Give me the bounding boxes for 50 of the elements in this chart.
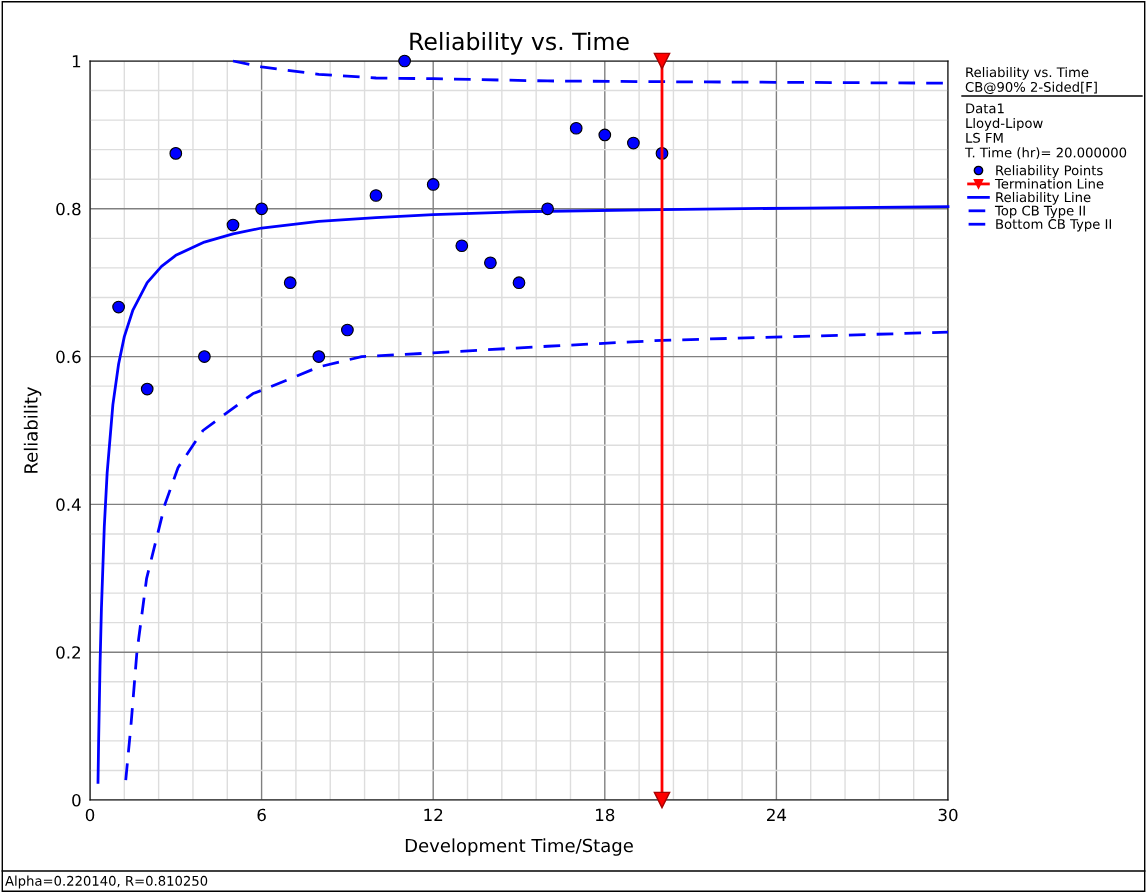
point	[312, 350, 326, 363]
text: Lloyd-Lipow	[966, 117, 1043, 131]
legend-label: Reliability Line	[996, 191, 1091, 205]
chart-title: Reliability vs. Time	[410, 31, 629, 55]
x-tick-label: 0	[85, 808, 95, 822]
line-series	[124, 330, 950, 782]
x-axis-title: Development Time/Stage	[405, 838, 633, 856]
text: Alpha=0.220140, R=0.810250	[5, 875, 208, 889]
y-tick-label: 0.4	[56, 498, 81, 511]
x-tick-label: 6	[257, 808, 266, 822]
y-tick-label: 0.6	[56, 350, 81, 364]
point	[341, 323, 354, 337]
y-axis-title: Reliability	[23, 386, 42, 473]
x-tick-label: 12	[424, 808, 443, 821]
point	[598, 128, 612, 142]
text: T. Time (hr)= 20.000000	[964, 147, 1127, 160]
point	[512, 276, 526, 290]
legend-label: Reliability Points	[996, 165, 1103, 178]
point	[398, 54, 411, 68]
x-tick-label: 30	[938, 808, 958, 822]
text: Reliability vs. Time	[966, 66, 1089, 80]
point	[627, 136, 640, 150]
point	[198, 350, 211, 363]
y-tick-label: 0.2	[56, 646, 80, 659]
legend-label: Termination Line	[994, 178, 1104, 189]
point	[226, 218, 240, 232]
point	[283, 276, 297, 290]
point	[541, 202, 554, 216]
point	[112, 300, 125, 314]
point	[653, 791, 671, 809]
y-tick-label: 0.8	[56, 202, 81, 216]
point	[369, 189, 383, 202]
legend-label: Top CB Type II	[994, 205, 1085, 219]
text: CB@90% 2-Sided[F]	[965, 81, 1097, 95]
point	[426, 178, 440, 191]
point	[455, 239, 469, 253]
point	[484, 256, 497, 270]
x-tick-label: 18	[596, 808, 615, 822]
text: Data1	[966, 103, 1004, 114]
text: LS FM	[966, 132, 1003, 143]
point	[653, 52, 671, 70]
legend-label: Bottom CB Type II	[996, 219, 1112, 232]
line-series	[96, 205, 950, 784]
y-tick-label: 0	[72, 793, 81, 807]
point	[569, 121, 583, 135]
point	[140, 382, 154, 396]
point	[255, 202, 268, 216]
x-tick-label: 24	[767, 808, 787, 821]
point	[169, 147, 183, 160]
y-tick-label: 1	[72, 55, 81, 68]
